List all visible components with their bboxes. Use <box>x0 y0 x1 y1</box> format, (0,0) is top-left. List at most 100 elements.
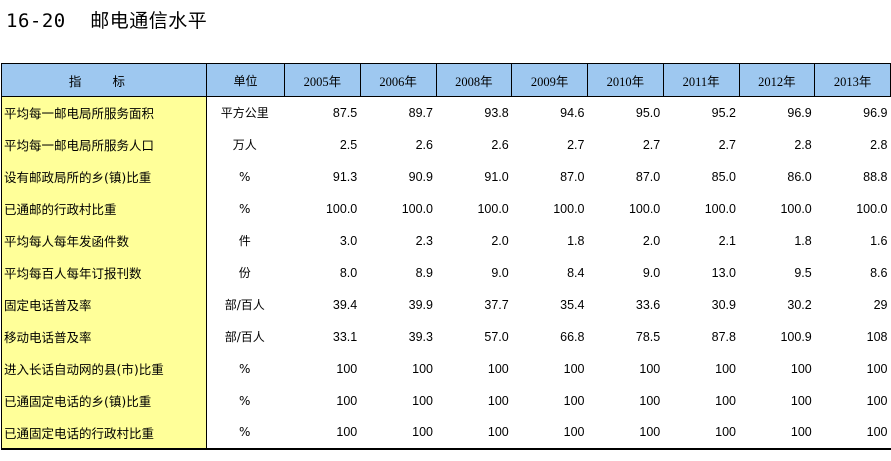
indicator-unit: 部/百人 <box>224 298 265 312</box>
value-cell: 78.5 <box>635 329 661 344</box>
value-cell: 2.7 <box>718 137 736 152</box>
value-cell: 100 <box>866 393 888 408</box>
value-cell: 39.3 <box>408 329 433 344</box>
page-title: 16-20 邮电通信水平 <box>6 6 207 33</box>
value-cell: 100 <box>336 361 358 376</box>
value-cell: 13.0 <box>711 265 736 280</box>
value-cell: 100 <box>739 416 815 450</box>
indicator-unit: 份 <box>238 266 251 280</box>
value-cell: 86.0 <box>787 169 812 184</box>
value-cell: 35.4 <box>560 297 585 312</box>
value-cell: 100 <box>587 416 664 450</box>
table-row: 设有邮政局所的乡(镇)比重% 91.3 90.9 91.0 87.0 87.0 85.0 86… <box>1 160 891 193</box>
value-cell: 87.0 <box>635 169 661 184</box>
indicator-unit: 万人 <box>232 138 257 152</box>
value-cell: 39.9 <box>408 297 433 312</box>
header-year: 2012年 <box>738 63 816 97</box>
value-cell: 100.0 <box>704 201 736 216</box>
value-cell: 96.9 <box>863 105 888 120</box>
value-cell: 66.8 <box>560 329 585 344</box>
value-cell: 100 <box>511 416 588 450</box>
value-cell: 100.0 <box>553 201 585 216</box>
header-year: 2011年 <box>662 63 740 97</box>
header-row: 指 标 单位 2005年 2006年 2008年 2009年 2010年 2011年 201… <box>1 63 891 97</box>
header-unit: 单位 <box>206 63 285 97</box>
header-indicator: 指 标 <box>1 63 207 97</box>
value-cell: 8.4 <box>567 265 585 280</box>
value-cell: 88.8 <box>863 169 888 184</box>
value-cell: 100.9 <box>780 329 812 344</box>
value-cell: 100 <box>866 361 888 376</box>
value-cell: 100 <box>715 393 736 408</box>
value-cell: 9.0 <box>491 265 509 280</box>
value-cell: 57.0 <box>484 329 509 344</box>
value-cell: 2.8 <box>794 137 812 152</box>
value-cell: 93.8 <box>484 105 509 120</box>
indicator-name: 固定电话普及率 <box>1 288 207 321</box>
header-year: 2009年 <box>511 63 588 97</box>
indicator-name: 设有邮政局所的乡(镇)比重 <box>1 160 207 193</box>
value-cell: 30.9 <box>711 297 736 312</box>
indicator-name: 已通邮的行政村比重 <box>1 192 207 225</box>
value-cell: 100.0 <box>325 201 358 216</box>
indicator-name: 进入长话自动网的县(市)比重 <box>1 352 207 385</box>
value-cell: 100 <box>639 393 661 408</box>
header-year: 2005年 <box>284 63 361 97</box>
indicator-name: 平均每百人每年订报刊数 <box>1 256 207 289</box>
value-cell: 100 <box>412 361 433 376</box>
value-cell: 95.2 <box>711 105 736 120</box>
value-cell: 100 <box>412 393 433 408</box>
header-year: 2008年 <box>435 63 513 97</box>
table-row: 进入长话自动网的县(市)比重% 100 100 100 100 100 100 100 100 <box>1 352 891 385</box>
indicator-unit: 部/百人 <box>224 330 265 344</box>
value-cell: 96.9 <box>787 105 812 120</box>
table-row: 平均每一邮电局所服务人口 万人 2.5 2.6 2.6 2.7 2.7 2.7 2.8 2.8 <box>1 128 891 161</box>
table-row: 平均每一邮电局所服务面积 平方公里 87.5 89.7 93.8 94.6 95.0 95.2… <box>1 96 891 129</box>
value-cell: 87.5 <box>332 105 358 120</box>
value-cell: 100 <box>487 393 509 408</box>
value-cell: 2.3 <box>415 233 433 248</box>
indicator-name: 平均每人每年发函件数 <box>1 224 207 257</box>
header-year: 2013年 <box>814 63 891 97</box>
table-row: 已通邮的行政村比重% 100.0 100.0 100.0 100.0 100.0 100.0… <box>1 192 891 225</box>
value-cell: 95.0 <box>635 105 661 120</box>
value-cell: 2.7 <box>642 137 661 152</box>
value-cell: 100 <box>436 416 512 450</box>
value-cell: 8.9 <box>415 265 433 280</box>
value-cell: 90.9 <box>408 169 433 184</box>
value-cell: 1.6 <box>870 233 888 248</box>
value-cell: 100 <box>790 393 812 408</box>
table-row: 已通固定电话的乡(镇)比重% 100 100 100 100 100 100 100 100 <box>1 384 891 417</box>
value-cell: 9.5 <box>794 265 812 280</box>
indicator-unit: % <box>206 416 285 450</box>
table-row: 已通固定电话的行政村比重% 100 100 100 100 100 100 100 100 <box>1 416 891 450</box>
value-cell: 33.1 <box>332 329 358 344</box>
indicator-name: 已通固定电话的乡(镇)比重 <box>1 384 207 417</box>
indicator-unit: 平方公里 <box>220 106 269 121</box>
value-cell: 2.8 <box>870 137 888 152</box>
value-cell: 91.0 <box>484 169 509 184</box>
indicator-unit: 件 <box>238 234 251 248</box>
value-cell: 89.7 <box>408 105 433 120</box>
value-cell: 87.0 <box>560 169 585 184</box>
value-cell: 100.0 <box>856 201 888 216</box>
value-cell: 2.0 <box>491 233 509 248</box>
value-cell: 87.8 <box>711 329 736 344</box>
value-cell: 100.0 <box>401 201 433 216</box>
table-row: 固定电话普及率 部/百人 39.4 39.9 37.7 35.4 33.6 30.9 30.2 2… <box>1 288 891 321</box>
value-cell: 1.8 <box>567 233 585 248</box>
indicator-name: 已通固定电话的行政村比重 <box>1 416 207 450</box>
value-cell: 100 <box>284 416 361 450</box>
value-cell: 3.0 <box>339 233 358 248</box>
value-cell: 100 <box>336 393 358 408</box>
value-cell: 100 <box>715 361 736 376</box>
table-title: 邮电通信水平 <box>90 10 208 32</box>
value-cell: 39.4 <box>332 297 358 312</box>
value-cell: 91.3 <box>332 169 358 184</box>
header-year: 2006年 <box>359 63 437 97</box>
value-cell: 2.6 <box>415 137 433 152</box>
header-year: 2010年 <box>587 63 664 97</box>
value-cell: 8.0 <box>339 265 358 280</box>
value-cell: 100 <box>563 393 585 408</box>
table-row: 平均每百人每年订报刊数 份 8.0 8.9 9.0 8.4 9.0 13.0 9.5 8.6 <box>1 256 891 289</box>
